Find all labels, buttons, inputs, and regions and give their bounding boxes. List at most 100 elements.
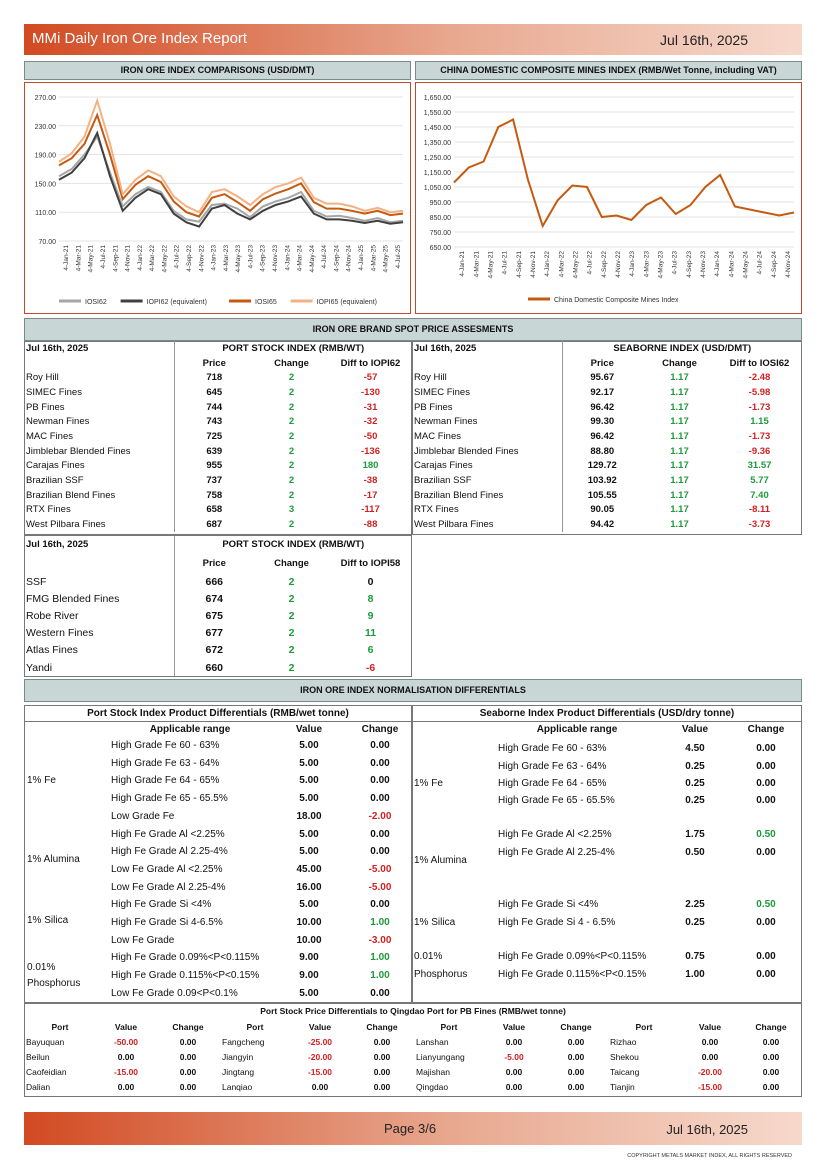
table-header-row: Jul 16th, 2025 PORT STOCK INDEX (RMB/WT) [24,536,412,553]
table-row: PB Fines 96.42 1.17 -1.73 [412,399,802,415]
price-value: 639 [206,445,223,457]
price-value: 744 [206,401,223,413]
table-row: West Pilbara Fines 94.42 1.17 -3.73 [412,517,802,532]
diff-value: 0 [367,575,374,588]
value: 16.00 [296,881,322,893]
brand-name: MAC Fines [24,429,175,444]
y-tick-label: 110.00 [35,210,56,217]
change: 1.00 [370,952,390,964]
column-header: Price [590,357,614,369]
port-name: Fangcheng [222,1036,265,1047]
chart1-panel: 70.00 110.00 150.00 190.00 230.00 270.00 4-Jan… [24,82,411,314]
price-value: 725 [206,430,223,442]
diff-value: 6 [367,644,374,657]
series-line [58,134,404,224]
diff-value: -38 [363,475,378,487]
brand-name: Robe River [24,607,175,625]
x-tick-label: 4-Jan-25 [358,245,365,271]
change-value: 1.17 [670,372,689,384]
change-value: 2 [288,430,295,442]
x-tick-label: 4-May-23 [657,251,664,279]
y-tick-label: 850.00 [430,215,452,222]
x-tick-label: 4-Mar-21 [75,245,82,272]
price-value: 718 [206,372,223,384]
diff-value: -117 [361,504,380,516]
x-tick-label: 4-May-21 [88,245,95,273]
price-value: 105.55 [587,489,617,501]
range-label: High Fe Grade Si <4% [111,899,212,911]
change-value: 2 [288,386,295,398]
price-value: 677 [205,627,224,640]
brand-name: Brazilian Blend Fines [412,487,563,503]
table-row: Carajas Fines 955 2 180 [24,458,412,474]
y-tick-label: 1,650.00 [424,95,451,102]
range-label: Low Fe Grade Al <2.25% [111,863,223,875]
change: 0.00 [370,775,390,787]
port-name: Bayuquan [26,1036,65,1047]
norm-section-title: IRON ORE INDEX NORMALISATION DIFFERENTIA… [24,679,802,702]
port-change: 0.00 [373,1081,391,1092]
price-value: 737 [206,475,223,487]
change-value: 2 [288,609,295,622]
column-header: Port [635,1021,653,1032]
x-tick-label: 4-Nov-23 [272,245,279,272]
column-header: Change [366,1021,398,1032]
column-header: Value [114,1021,138,1032]
range-label: Low Grade Fe [111,810,175,822]
change: 0.50 [756,829,776,840]
x-tick-label: 4-Nov-23 [700,251,707,278]
value: 10.00 [296,917,322,928]
x-tick-label: 4-Jan-24 [284,245,291,271]
change: 0.00 [756,951,776,962]
port-name: Shekou [610,1051,639,1062]
price-value: 92.17 [590,386,615,398]
value: 5.00 [299,740,319,751]
table-row: PB Fines 744 2 -31 [24,399,412,415]
x-tick-label: 4-Jan-23 [211,245,218,271]
change: 0.00 [370,987,390,999]
y-tick-label: 1,550.00 [424,110,451,117]
column-header: Applicable range [536,724,618,735]
brand-name: West Pilbara Fines [412,517,563,532]
range-label: Low Fe Grade Al 2.25-4% [111,881,226,893]
brand-name: PB Fines [412,399,563,415]
price-value: 658 [206,504,223,516]
column-header: Diff to IOPI62 [340,357,401,369]
port-name: Lanshan [416,1036,449,1047]
price-value: 103.92 [587,475,617,487]
change: 0.00 [756,761,776,772]
x-tick-label: 4-Mar-21 [473,251,480,278]
change: 1.00 [370,917,390,928]
brand-name: RTX Fines [412,502,563,518]
range-label: High Fe Grade 0.09%<P<0.115% [111,952,260,964]
x-tick-label: 4-Jan-22 [137,245,144,271]
x-tick-label: 4-May-25 [383,245,390,273]
port-change: 0.00 [567,1036,585,1047]
port-value: -50.00 [113,1036,139,1047]
port-name: Beilun [26,1051,50,1062]
range-label: High Grade Fe 60 - 63% [111,740,220,751]
brand-name: RTX Fines [24,502,175,518]
value: 0.50 [685,847,705,858]
diff-value: -130 [360,386,380,398]
table-row: Newman Fines 743 2 -32 [24,414,412,430]
port-name: Lianyungang [416,1051,465,1062]
diff-value: -1.73 [748,401,771,413]
table-title: SEABORNE INDEX (USD/DMT) [613,342,752,354]
table-header-row: Jul 16th, 2025 PORT STOCK INDEX (RMB/WT) [24,341,412,356]
x-tick-label: 4-Jul-24 [321,245,328,269]
chart2-panel: 650.00 750.00 850.00 950.00 1,050.00 1,150.00… [415,82,802,314]
y-tick-label: 1,450.00 [424,125,451,132]
port-change: 0.00 [373,1051,391,1062]
diff-value: -6 [365,661,376,674]
change-value: 1.17 [670,386,689,398]
value: 9.00 [299,952,319,964]
range-label: High Fe Grade Si 4 - 6.5% [498,917,616,928]
column-header: Diff to IOSI62 [729,357,790,369]
range-label: High Fe Grade Al <2.25% [498,829,612,840]
brand-name: Brazilian Blend Fines [24,487,175,503]
legend-label: IOPI65 (equivalent) [317,299,377,306]
table-row: RTX Fines 90.05 1.17 -8.11 [412,502,802,518]
value: 0.25 [685,917,705,928]
port-change: 0.00 [179,1081,197,1092]
